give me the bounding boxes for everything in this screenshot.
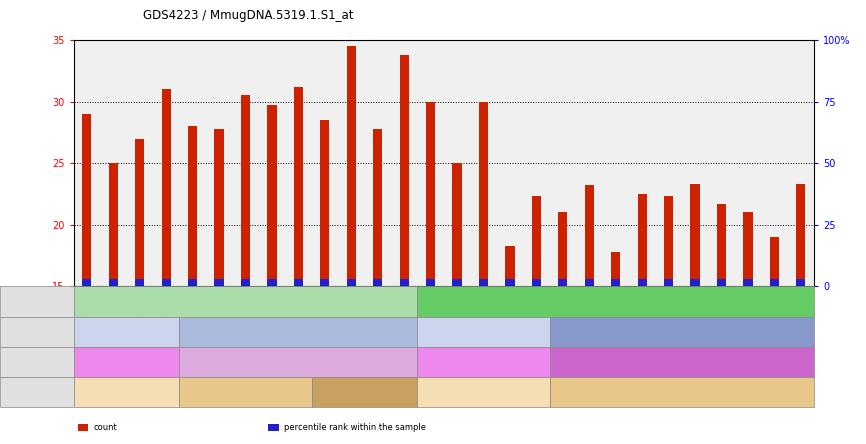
Bar [717,204,726,286]
Text: pathogenic SIV: pathogenic SIV [653,357,711,366]
Bar [108,279,118,286]
Text: N/A: N/A [476,388,490,396]
Bar [664,196,673,286]
Bar [505,279,514,286]
Bar [664,279,673,286]
Bar [108,163,118,286]
Text: disease state: disease state [4,357,61,366]
Text: ▶: ▶ [63,298,68,305]
Text: ▶: ▶ [63,389,68,395]
Text: nonpathogenic SIV: nonpathogenic SIV [262,357,334,366]
Text: percentile rank within the sample: percentile rank within the sample [284,423,426,432]
Bar [743,279,753,286]
Bar [346,279,356,286]
Bar [796,184,805,286]
Bar [399,55,409,286]
Bar [532,279,541,286]
Text: 14 days after infection: 14 days after infection [638,388,725,396]
Bar [717,279,726,286]
Bar [346,46,356,286]
Bar [268,279,276,286]
Bar [637,194,647,286]
Bar [532,196,541,286]
Bar [241,279,250,286]
Text: uninfected: uninfected [106,327,147,336]
Text: SIVmac239: SIVmac239 [660,327,703,336]
Bar [770,237,779,286]
Bar [426,279,436,286]
Bar [294,87,303,286]
Bar [585,185,594,286]
Bar [188,279,197,286]
Text: N/A: N/A [120,388,133,396]
Text: uninfected: uninfected [463,327,504,336]
Bar [452,279,462,286]
Bar [611,279,620,286]
Bar [82,114,92,286]
Bar [320,279,329,286]
Bar [135,139,145,286]
Bar [559,213,567,286]
Bar [796,279,805,286]
Text: time: time [4,388,23,396]
Bar [743,213,753,286]
Bar [215,279,223,286]
Text: species: species [4,297,36,306]
Bar [399,279,409,286]
Text: ▶: ▶ [63,329,68,335]
Text: GDS4223 / MmugDNA.5319.1.S1_at: GDS4223 / MmugDNA.5319.1.S1_at [143,9,353,22]
Text: healthy control: healthy control [98,357,156,366]
Text: Sooty manabeys (C. atys): Sooty manabeys (C. atys) [197,297,294,306]
Text: 14 days after infection: 14 days after infection [202,388,289,396]
Bar [611,252,620,286]
Bar [585,279,594,286]
Bar [452,163,462,286]
Bar [188,126,197,286]
Bar [479,102,488,286]
Bar [215,129,223,286]
Text: healthy control: healthy control [455,357,513,366]
Bar [162,279,171,286]
Bar [82,279,92,286]
Bar [426,102,436,286]
Bar [690,279,700,286]
Bar [162,89,171,286]
Bar [135,279,145,286]
Bar [690,184,700,286]
Text: infection: infection [4,327,41,336]
Text: Rhesus macaques (M. mulatta): Rhesus macaques (M. mulatta) [556,297,675,306]
Bar [320,120,329,286]
Bar [559,279,567,286]
Text: 30 days after infection: 30 days after infection [321,388,408,396]
Bar [770,279,779,286]
Bar [373,129,383,286]
Bar [268,105,276,286]
Text: ▶: ▶ [63,359,68,365]
Text: SIVsmm: SIVsmm [283,327,313,336]
Bar [505,246,514,286]
Bar [637,279,647,286]
Bar [241,95,250,286]
Text: count: count [94,423,117,432]
Bar [479,279,488,286]
Bar [373,279,383,286]
Bar [294,279,303,286]
